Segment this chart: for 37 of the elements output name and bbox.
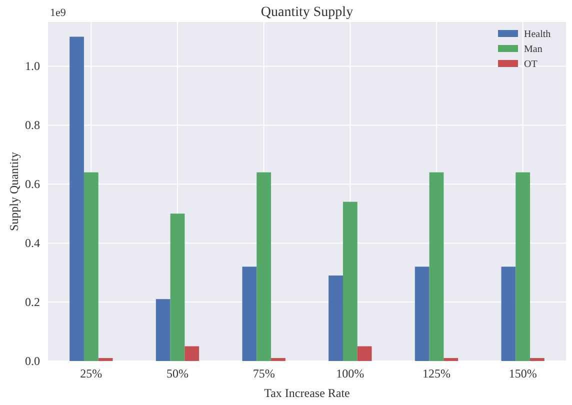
bar: [184, 346, 200, 361]
x-tick-label: 150%: [508, 366, 537, 381]
legend-label: Man: [524, 44, 542, 55]
legend-label: OT: [524, 59, 538, 70]
bar: [414, 266, 430, 361]
y-tick-label: 0.8: [25, 118, 40, 132]
x-tick-label: 50%: [166, 366, 188, 381]
bar: [501, 266, 516, 361]
y-tick-label: 0.6: [25, 176, 40, 191]
y-tick-label: 0.4: [25, 236, 40, 250]
bar: [516, 172, 530, 361]
text: 1e9: [50, 7, 66, 19]
bar: [328, 276, 343, 361]
bar: [342, 202, 358, 361]
bar: [242, 266, 257, 361]
chart-title: Quantity Supply: [260, 5, 354, 20]
x-tick-label: 125%: [422, 366, 450, 381]
x-tick-label: 100%: [336, 366, 364, 381]
x-tick-label: 25%: [80, 366, 102, 381]
bar: [444, 358, 458, 361]
bar: [256, 172, 272, 361]
y-tick-label: 0.0: [25, 354, 40, 368]
bar: [530, 358, 544, 361]
y-axis-title: Supply Quantity: [7, 152, 21, 232]
bar: [70, 36, 84, 361]
bar: [98, 358, 113, 361]
legend-label: Health: [524, 29, 551, 40]
y-tick-label: 1.0: [25, 59, 40, 74]
x-axis-title: Tax Increase Rate: [264, 386, 350, 400]
bar: [271, 358, 286, 361]
bar: [84, 172, 98, 361]
x-tick-label: 75%: [252, 366, 275, 381]
bar: [429, 172, 444, 361]
bar: [156, 299, 170, 361]
y-tick-label: 0.2: [25, 294, 40, 309]
bar: [357, 346, 372, 361]
bar: [170, 214, 185, 361]
